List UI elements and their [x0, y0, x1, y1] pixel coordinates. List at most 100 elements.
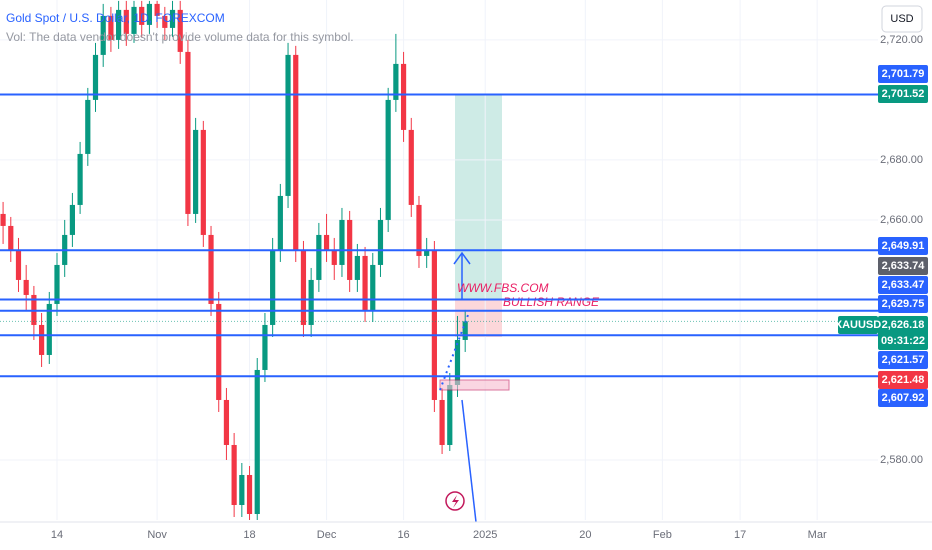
event-bolt [452, 495, 459, 508]
x-tick-label: Nov [147, 529, 167, 541]
candle-body [408, 129, 414, 205]
price-label: 2,621.48 [882, 374, 925, 386]
candle-body [200, 129, 206, 235]
y-tick-label: 2,580.00 [880, 454, 923, 466]
candle-body [354, 255, 360, 280]
candle-body [139, 6, 145, 25]
candle-body [239, 474, 245, 505]
candle-body [92, 54, 99, 100]
candle-body [331, 249, 337, 265]
candle-body [231, 444, 237, 505]
candle-body [339, 219, 345, 265]
candle-body [169, 9, 176, 28]
price-label-box [878, 351, 928, 369]
candle-body [431, 249, 437, 400]
target-zone [455, 94, 502, 300]
candle-body [293, 54, 299, 250]
x-tick-label: 18 [243, 529, 255, 541]
candle-body [400, 63, 407, 130]
candle-body [462, 321, 468, 340]
plot [0, 0, 878, 520]
x-tick-label: 20 [579, 529, 591, 541]
candle-body [23, 279, 29, 295]
pointer-line [461, 399, 477, 523]
price-label: 2,607.92 [882, 392, 925, 404]
currency-button[interactable] [881, 5, 923, 33]
price-label: 2,633.74 [882, 260, 926, 272]
x-tick-label: 14 [51, 529, 63, 541]
candle-body [277, 195, 283, 250]
candle-body [254, 369, 260, 514]
annotation: BULLISH RANGE [503, 295, 600, 309]
price-label: 2,701.52 [882, 88, 925, 100]
price-label: 2,649.91 [882, 240, 925, 252]
price-label-box [878, 276, 928, 294]
y-tick-label: 2,720.00 [880, 34, 923, 46]
candle-body [162, 15, 168, 28]
price-label: 2,633.47 [882, 279, 925, 291]
candle-body [116, 9, 122, 40]
x-tick-label: Dec [317, 529, 337, 541]
candle-body [131, 6, 137, 34]
price-label-box [878, 85, 928, 103]
x-tick-label: Feb [653, 529, 672, 541]
candle-body [85, 99, 91, 154]
candle-body [77, 153, 83, 205]
candle-body [223, 399, 230, 445]
countdown: 09:31:22 [881, 335, 925, 347]
price-label-box [878, 371, 928, 389]
candle-body [362, 255, 368, 310]
candle-body [100, 15, 106, 55]
candle-body [185, 51, 191, 214]
symbol-tag [838, 316, 878, 334]
candle-body [69, 204, 75, 235]
candle-body [262, 324, 268, 370]
candle-body [454, 339, 461, 385]
arrow-head [453, 251, 471, 265]
symbol: XAUUSD [835, 319, 882, 331]
candle-body [15, 249, 22, 280]
x-tick-label: 17 [734, 529, 746, 541]
currency: USD [890, 13, 913, 25]
candle-body [54, 264, 60, 304]
candle-body [370, 264, 376, 310]
candle-body [177, 9, 183, 52]
candle-body [146, 3, 153, 25]
chart-subtitle: Vol: The data vendor doesn't provide vol… [6, 30, 354, 44]
candle-body [323, 234, 330, 250]
y-tick-label: 2,660.00 [880, 214, 923, 226]
price-label: 2,701.79 [882, 68, 925, 80]
y-tick-label: 2,680.00 [880, 154, 923, 166]
x-tick-label: 16 [397, 529, 409, 541]
price-label-box [878, 65, 928, 83]
candle-body [208, 234, 214, 304]
candle-body [123, 9, 129, 34]
candle-body [154, 3, 160, 16]
candle-body [447, 384, 453, 445]
price-label: 2,629.75 [882, 298, 925, 310]
dotted-trend [439, 314, 469, 391]
candle-body [38, 324, 45, 355]
price-label: 2,621.57 [882, 354, 925, 366]
candle-body [424, 249, 430, 256]
price-label-box [878, 389, 928, 407]
candle-body [439, 399, 445, 445]
annotation: WWW.FBS.COM [457, 281, 549, 295]
candle-body [216, 303, 222, 400]
candle-body [377, 219, 384, 265]
candle-body [0, 213, 6, 226]
candle-body [300, 249, 307, 325]
stop-zone [455, 300, 502, 337]
x-tick-label: Mar [808, 529, 827, 541]
candle-body [316, 234, 322, 280]
candle-body [246, 474, 253, 514]
candle-body [385, 99, 391, 220]
price-label-box [878, 295, 928, 313]
candle-body [285, 54, 291, 196]
candle-body [46, 303, 52, 355]
x-tick-label: 2025 [473, 529, 497, 541]
candle-body [193, 129, 199, 214]
zone-box [439, 379, 510, 391]
candle-body [8, 225, 14, 250]
